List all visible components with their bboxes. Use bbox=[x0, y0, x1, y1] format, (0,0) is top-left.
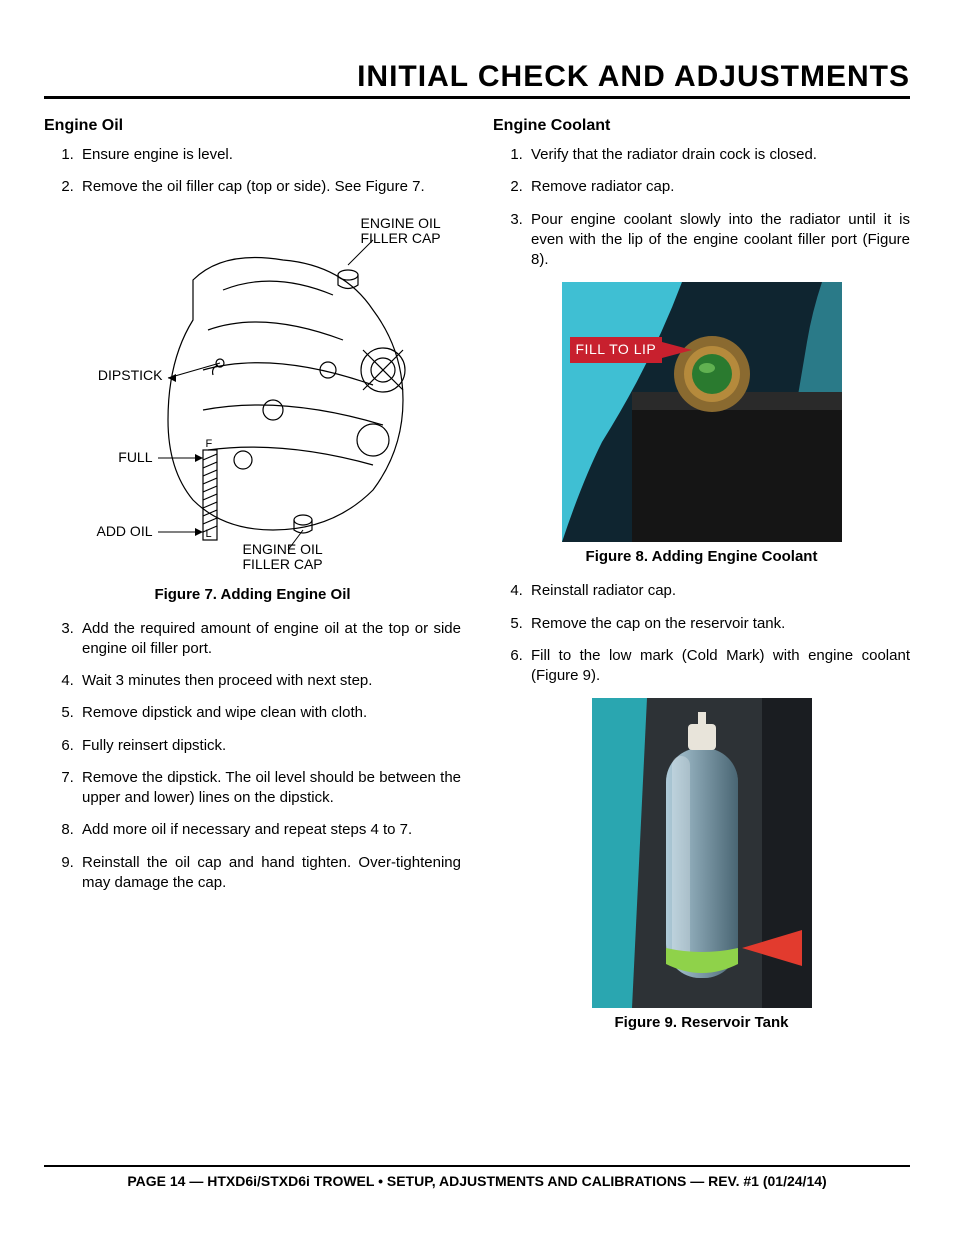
list-item: Fill to the low mark (Cold Mark) with en… bbox=[527, 646, 910, 687]
left-column: Engine Oil Ensure engine is level. Remov… bbox=[44, 117, 461, 1047]
list-item: Verify that the radiator drain cock is c… bbox=[527, 145, 910, 165]
list-item: Add the required amount of engine oil at… bbox=[78, 619, 461, 660]
list-item: Remove the oil filler cap (top or side).… bbox=[78, 177, 461, 197]
figure-9-photo bbox=[592, 698, 812, 1008]
engine-oil-list-a: Ensure engine is level. Remove the oil f… bbox=[44, 145, 461, 198]
list-item: Add more oil if necessary and repeat ste… bbox=[78, 820, 461, 840]
list-item: Remove radiator cap. bbox=[527, 177, 910, 197]
engine-coolant-list-b: Reinstall radiator cap. Remove the cap o… bbox=[493, 581, 910, 686]
fill-to-lip-callout: FILL TO LIP bbox=[576, 341, 657, 357]
figure-7-caption: Figure 7. Adding Engine Oil bbox=[44, 586, 461, 603]
engine-oil-list-b: Add the required amount of engine oil at… bbox=[44, 619, 461, 894]
label-f-mark: F bbox=[206, 438, 213, 450]
figure-7: ENGINE OIL FILLER CAP DIPSTICK FULL ADD … bbox=[44, 210, 461, 603]
label-full: FULL bbox=[97, 450, 153, 465]
list-item: Wait 3 minutes then proceed with next st… bbox=[78, 671, 461, 691]
label-add-oil: ADD OIL bbox=[77, 524, 153, 539]
figure-9-caption: Figure 9. Reservoir Tank bbox=[493, 1014, 910, 1031]
list-item: Ensure engine is level. bbox=[78, 145, 461, 165]
label-l-mark: L bbox=[206, 528, 212, 540]
label-filler-top: ENGINE OIL FILLER CAP bbox=[361, 216, 441, 247]
list-item: Reinstall the oil cap and hand tighten. … bbox=[78, 853, 461, 894]
engine-oil-heading: Engine Oil bbox=[44, 117, 461, 135]
page-title: INITIAL CHECK AND ADJUSTMENTS bbox=[44, 60, 910, 99]
figure-8: FILL TO LIP Figure 8. Adding Engine Cool… bbox=[493, 282, 910, 565]
right-column: Engine Coolant Verify that the radiator … bbox=[493, 117, 910, 1047]
engine-diagram: ENGINE OIL FILLER CAP DIPSTICK FULL ADD … bbox=[73, 210, 433, 580]
figure-9-svg bbox=[592, 698, 812, 1008]
list-item: Pour engine coolant slowly into the radi… bbox=[527, 210, 910, 271]
figure-8-photo: FILL TO LIP bbox=[562, 282, 842, 542]
list-item: Remove dipstick and wipe clean with clot… bbox=[78, 703, 461, 723]
list-item: Fully reinsert dipstick. bbox=[78, 736, 461, 756]
label-dipstick: DIPSTICK bbox=[87, 368, 163, 383]
engine-coolant-list-a: Verify that the radiator drain cock is c… bbox=[493, 145, 910, 270]
engine-coolant-heading: Engine Coolant bbox=[493, 117, 910, 135]
list-item: Remove the dipstick. The oil level shoul… bbox=[78, 768, 461, 809]
list-item: Reinstall radiator cap. bbox=[527, 581, 910, 601]
content-columns: Engine Oil Ensure engine is level. Remov… bbox=[44, 117, 910, 1047]
page-footer: PAGE 14 — HTXD6i/STXD6i TROWEL • SETUP, … bbox=[44, 1165, 910, 1189]
label-filler-bottom: ENGINE OIL FILLER CAP bbox=[243, 542, 323, 573]
figure-8-svg bbox=[562, 282, 842, 542]
figure-8-caption: Figure 8. Adding Engine Coolant bbox=[493, 548, 910, 565]
list-item: Remove the cap on the reservoir tank. bbox=[527, 614, 910, 634]
figure-9: Figure 9. Reservoir Tank bbox=[493, 698, 910, 1031]
